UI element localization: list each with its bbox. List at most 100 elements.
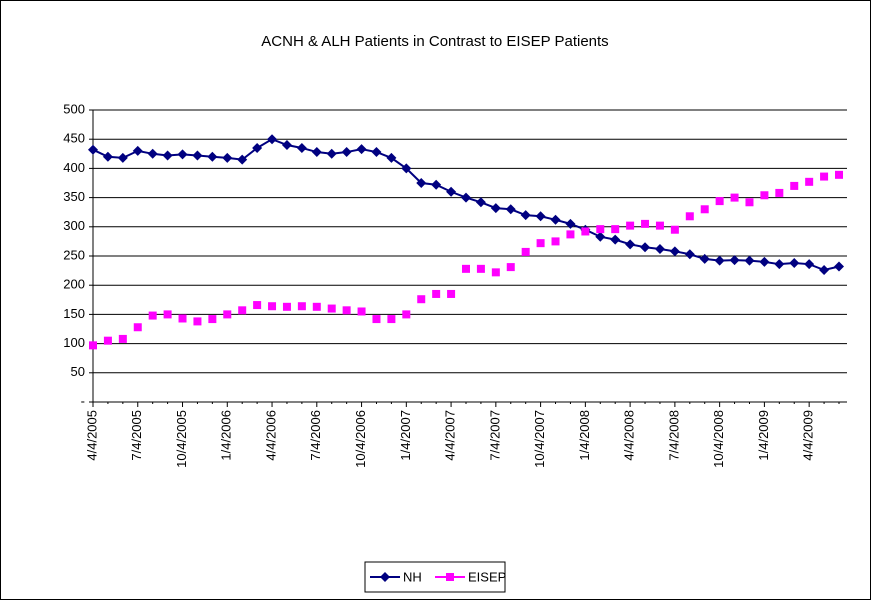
marker [551, 237, 560, 246]
marker [417, 295, 426, 304]
marker [506, 263, 515, 272]
x-tick-label: 10/4/2008 [711, 410, 726, 468]
marker [147, 148, 158, 159]
marker [380, 572, 390, 582]
marker [447, 289, 456, 298]
x-tick-label: 1/4/2006 [219, 410, 234, 461]
y-tick-label: 400 [63, 160, 85, 175]
marker [132, 145, 143, 156]
y-tick-label: 150 [63, 306, 85, 321]
marker [835, 170, 843, 179]
marker [669, 246, 680, 257]
y-tick-label: 250 [63, 247, 85, 262]
marker [475, 197, 486, 208]
y-tick-label: 450 [63, 131, 85, 146]
marker [535, 211, 546, 222]
marker [774, 259, 785, 270]
marker [550, 214, 561, 225]
marker [715, 197, 724, 206]
marker [342, 306, 351, 315]
marker [341, 147, 352, 158]
chart-title: ACNH & ALH Patients in Contrast to EISEP… [261, 33, 608, 50]
marker [208, 315, 217, 324]
marker [476, 264, 485, 273]
marker [654, 243, 665, 254]
marker [193, 317, 202, 326]
marker [148, 311, 157, 320]
marker [834, 261, 844, 272]
marker [207, 151, 218, 162]
marker [759, 256, 770, 267]
marker [326, 148, 337, 159]
marker [775, 188, 784, 197]
marker [223, 310, 232, 319]
marker [178, 314, 187, 323]
marker [610, 234, 621, 245]
marker [491, 268, 500, 277]
marker [684, 249, 695, 260]
marker [281, 140, 292, 151]
marker [819, 265, 830, 276]
marker [372, 315, 381, 324]
marker [595, 231, 606, 242]
marker [401, 163, 412, 174]
marker [177, 149, 188, 160]
x-tick-label: 4/4/2009 [801, 410, 816, 461]
marker [596, 225, 605, 234]
x-tick-label: 1/4/2007 [398, 410, 413, 461]
marker [625, 239, 636, 250]
x-tick-label: 7/4/2008 [666, 410, 681, 461]
y-tick-label: 50 [71, 364, 85, 379]
marker [222, 152, 233, 163]
marker [446, 573, 454, 581]
marker [521, 247, 530, 256]
y-tick-label: 500 [63, 101, 85, 116]
marker [655, 221, 664, 230]
marker [237, 154, 248, 165]
marker [730, 193, 739, 202]
y-tick-label: 300 [63, 218, 85, 233]
y-tick-label: - [81, 393, 85, 408]
marker [162, 150, 173, 161]
marker [327, 304, 336, 313]
marker [387, 315, 396, 324]
marker [268, 302, 277, 311]
y-tick-label: 200 [63, 277, 85, 292]
marker [536, 239, 545, 248]
marker [118, 334, 127, 343]
marker [357, 307, 366, 316]
marker [282, 302, 291, 311]
legend-label: EISEP [468, 569, 506, 584]
marker [581, 227, 590, 236]
x-tick-label: 7/4/2007 [487, 410, 502, 461]
x-tick-label: 7/4/2005 [129, 410, 144, 461]
marker [89, 341, 97, 350]
marker [297, 302, 306, 311]
marker [416, 178, 427, 188]
marker [431, 179, 442, 190]
marker [252, 142, 263, 153]
x-tick-label: 10/4/2006 [353, 410, 368, 468]
marker [386, 152, 397, 163]
x-tick-label: 10/4/2007 [532, 410, 547, 468]
marker [163, 310, 172, 319]
marker [790, 181, 799, 190]
x-tick-label: 4/4/2006 [263, 410, 278, 461]
marker [565, 218, 576, 229]
x-tick-label: 7/4/2006 [308, 410, 323, 461]
marker [238, 306, 247, 315]
marker [462, 264, 470, 273]
x-tick-label: 1/4/2008 [577, 410, 592, 461]
x-tick-label: 4/4/2007 [443, 410, 458, 461]
x-tick-label: 1/4/2009 [756, 410, 771, 461]
marker [461, 192, 471, 203]
marker [446, 186, 457, 197]
marker [729, 255, 740, 266]
marker [296, 142, 307, 153]
marker [670, 225, 679, 234]
marker [611, 225, 620, 234]
marker [356, 144, 367, 155]
marker [685, 212, 694, 221]
